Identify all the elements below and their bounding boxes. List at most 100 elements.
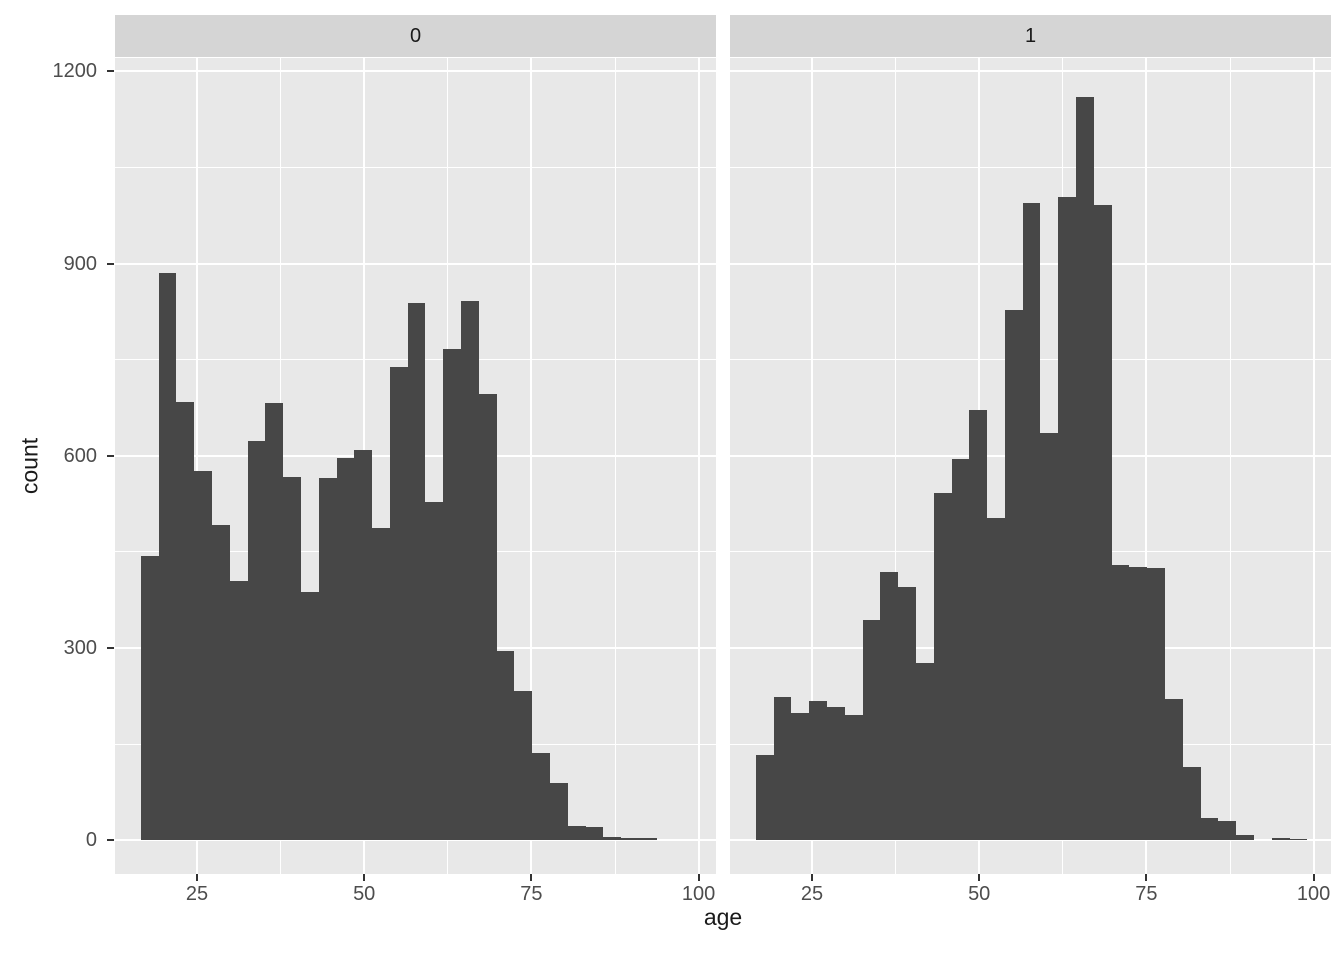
x-minor-gridline <box>1229 58 1231 874</box>
histogram-bar <box>1058 196 1077 841</box>
histogram-bar <box>862 620 881 841</box>
histogram-bar <box>755 755 774 841</box>
histogram-bar <box>176 401 195 841</box>
x-minor-gridline <box>614 58 616 874</box>
histogram-bar <box>1271 838 1290 841</box>
y-minor-gridline <box>730 166 1331 168</box>
x-tick-label: 100 <box>681 883 716 905</box>
y-tick-label: 600 <box>63 444 97 467</box>
histogram-bar <box>915 662 934 841</box>
x-tick-mark <box>697 874 700 881</box>
histogram-bar <box>354 449 373 841</box>
y-tick-mark <box>107 262 114 265</box>
histogram-bar <box>443 348 462 841</box>
histogram-bar <box>791 713 810 841</box>
x-tick-label: 75 <box>1135 883 1158 905</box>
x-tick-label: 50 <box>353 883 376 905</box>
histogram-bar <box>1147 567 1165 841</box>
histogram-bar <box>158 273 177 841</box>
histogram-bar <box>585 827 604 841</box>
y-major-gridline <box>730 839 1331 842</box>
y-tick-label: 1200 <box>52 60 98 83</box>
y-major-gridline <box>115 262 716 265</box>
histogram-bar <box>532 753 550 841</box>
y-major-gridline <box>115 839 716 842</box>
histogram-bar <box>461 301 479 841</box>
x-tick-mark <box>1312 874 1315 881</box>
histogram-bar <box>826 706 845 841</box>
histogram-bar <box>1236 835 1254 841</box>
histogram-bar <box>1093 205 1112 841</box>
facet-strip-label-1: 1 <box>1024 24 1037 47</box>
histogram-bar <box>1004 310 1023 841</box>
histogram-bar <box>1076 96 1094 841</box>
x-major-gridline <box>697 58 700 874</box>
y-tick-mark <box>107 647 114 649</box>
x-axis-title: age <box>703 904 743 930</box>
y-tick-mark <box>107 839 114 842</box>
x-major-gridline <box>530 58 533 874</box>
histogram-bar <box>933 492 952 841</box>
histogram-bar <box>880 571 899 841</box>
x-major-gridline <box>196 58 198 874</box>
histogram-bar <box>1289 838 1308 841</box>
y-tick-label: 900 <box>63 252 97 275</box>
histogram-bar <box>194 471 212 841</box>
x-tick-mark <box>978 874 981 881</box>
y-tick-mark <box>107 70 114 73</box>
x-tick-mark <box>363 874 366 881</box>
histogram-bar <box>372 527 390 841</box>
histogram-bar <box>969 409 988 841</box>
facet-strip-label-0: 0 <box>409 24 422 47</box>
histogram-bar <box>951 458 970 841</box>
x-tick-label: 25 <box>800 883 824 905</box>
histogram-bar <box>318 477 337 841</box>
x-major-gridline <box>1145 58 1148 874</box>
histogram-bar <box>229 580 248 841</box>
histogram-bar <box>987 517 1005 841</box>
facet-panel-1 <box>730 58 1331 874</box>
histogram-bar <box>140 556 159 841</box>
facet-strip-1: 1 <box>730 15 1331 57</box>
y-tick-mark <box>107 454 114 457</box>
histogram-bar <box>809 701 827 841</box>
histogram-bar <box>1111 564 1130 841</box>
y-major-gridline <box>730 70 1331 73</box>
histogram-bar <box>211 524 230 841</box>
histogram-bar <box>283 476 301 841</box>
x-tick-mark <box>530 874 533 881</box>
histogram-bar <box>1129 566 1148 841</box>
histogram-bar <box>514 690 533 841</box>
y-tick-label: 0 <box>85 829 97 852</box>
y-minor-gridline <box>115 166 716 168</box>
histogram-bar <box>478 394 497 841</box>
histogram-bar <box>1182 767 1201 841</box>
histogram-bar <box>1200 817 1219 841</box>
x-tick-label: 25 <box>185 883 209 905</box>
x-tick-label: 75 <box>520 883 543 905</box>
x-major-gridline <box>1312 58 1315 874</box>
histogram-bar <box>336 458 355 841</box>
x-minor-gridline <box>895 58 897 874</box>
histogram-bar <box>300 591 319 841</box>
facet-strip-0: 0 <box>115 15 716 57</box>
x-tick-mark <box>811 874 813 881</box>
histogram-bar <box>898 587 916 841</box>
histogram-bar <box>247 441 266 841</box>
histogram-bar <box>1022 202 1041 841</box>
histogram-bar <box>389 367 408 841</box>
y-tick-label: 300 <box>63 637 97 659</box>
facet-panel-0 <box>115 58 716 874</box>
histogram-bar <box>407 303 426 841</box>
histogram-bar <box>844 715 863 841</box>
histogram-bar <box>496 650 515 841</box>
histogram-bar <box>549 783 568 841</box>
y-major-gridline <box>115 70 716 73</box>
x-tick-mark <box>1145 874 1148 881</box>
x-major-gridline <box>811 58 813 874</box>
histogram-bar <box>1040 432 1059 841</box>
histogram-bar <box>1164 699 1183 841</box>
histogram-bar <box>773 696 792 841</box>
histogram-bar <box>567 825 586 841</box>
